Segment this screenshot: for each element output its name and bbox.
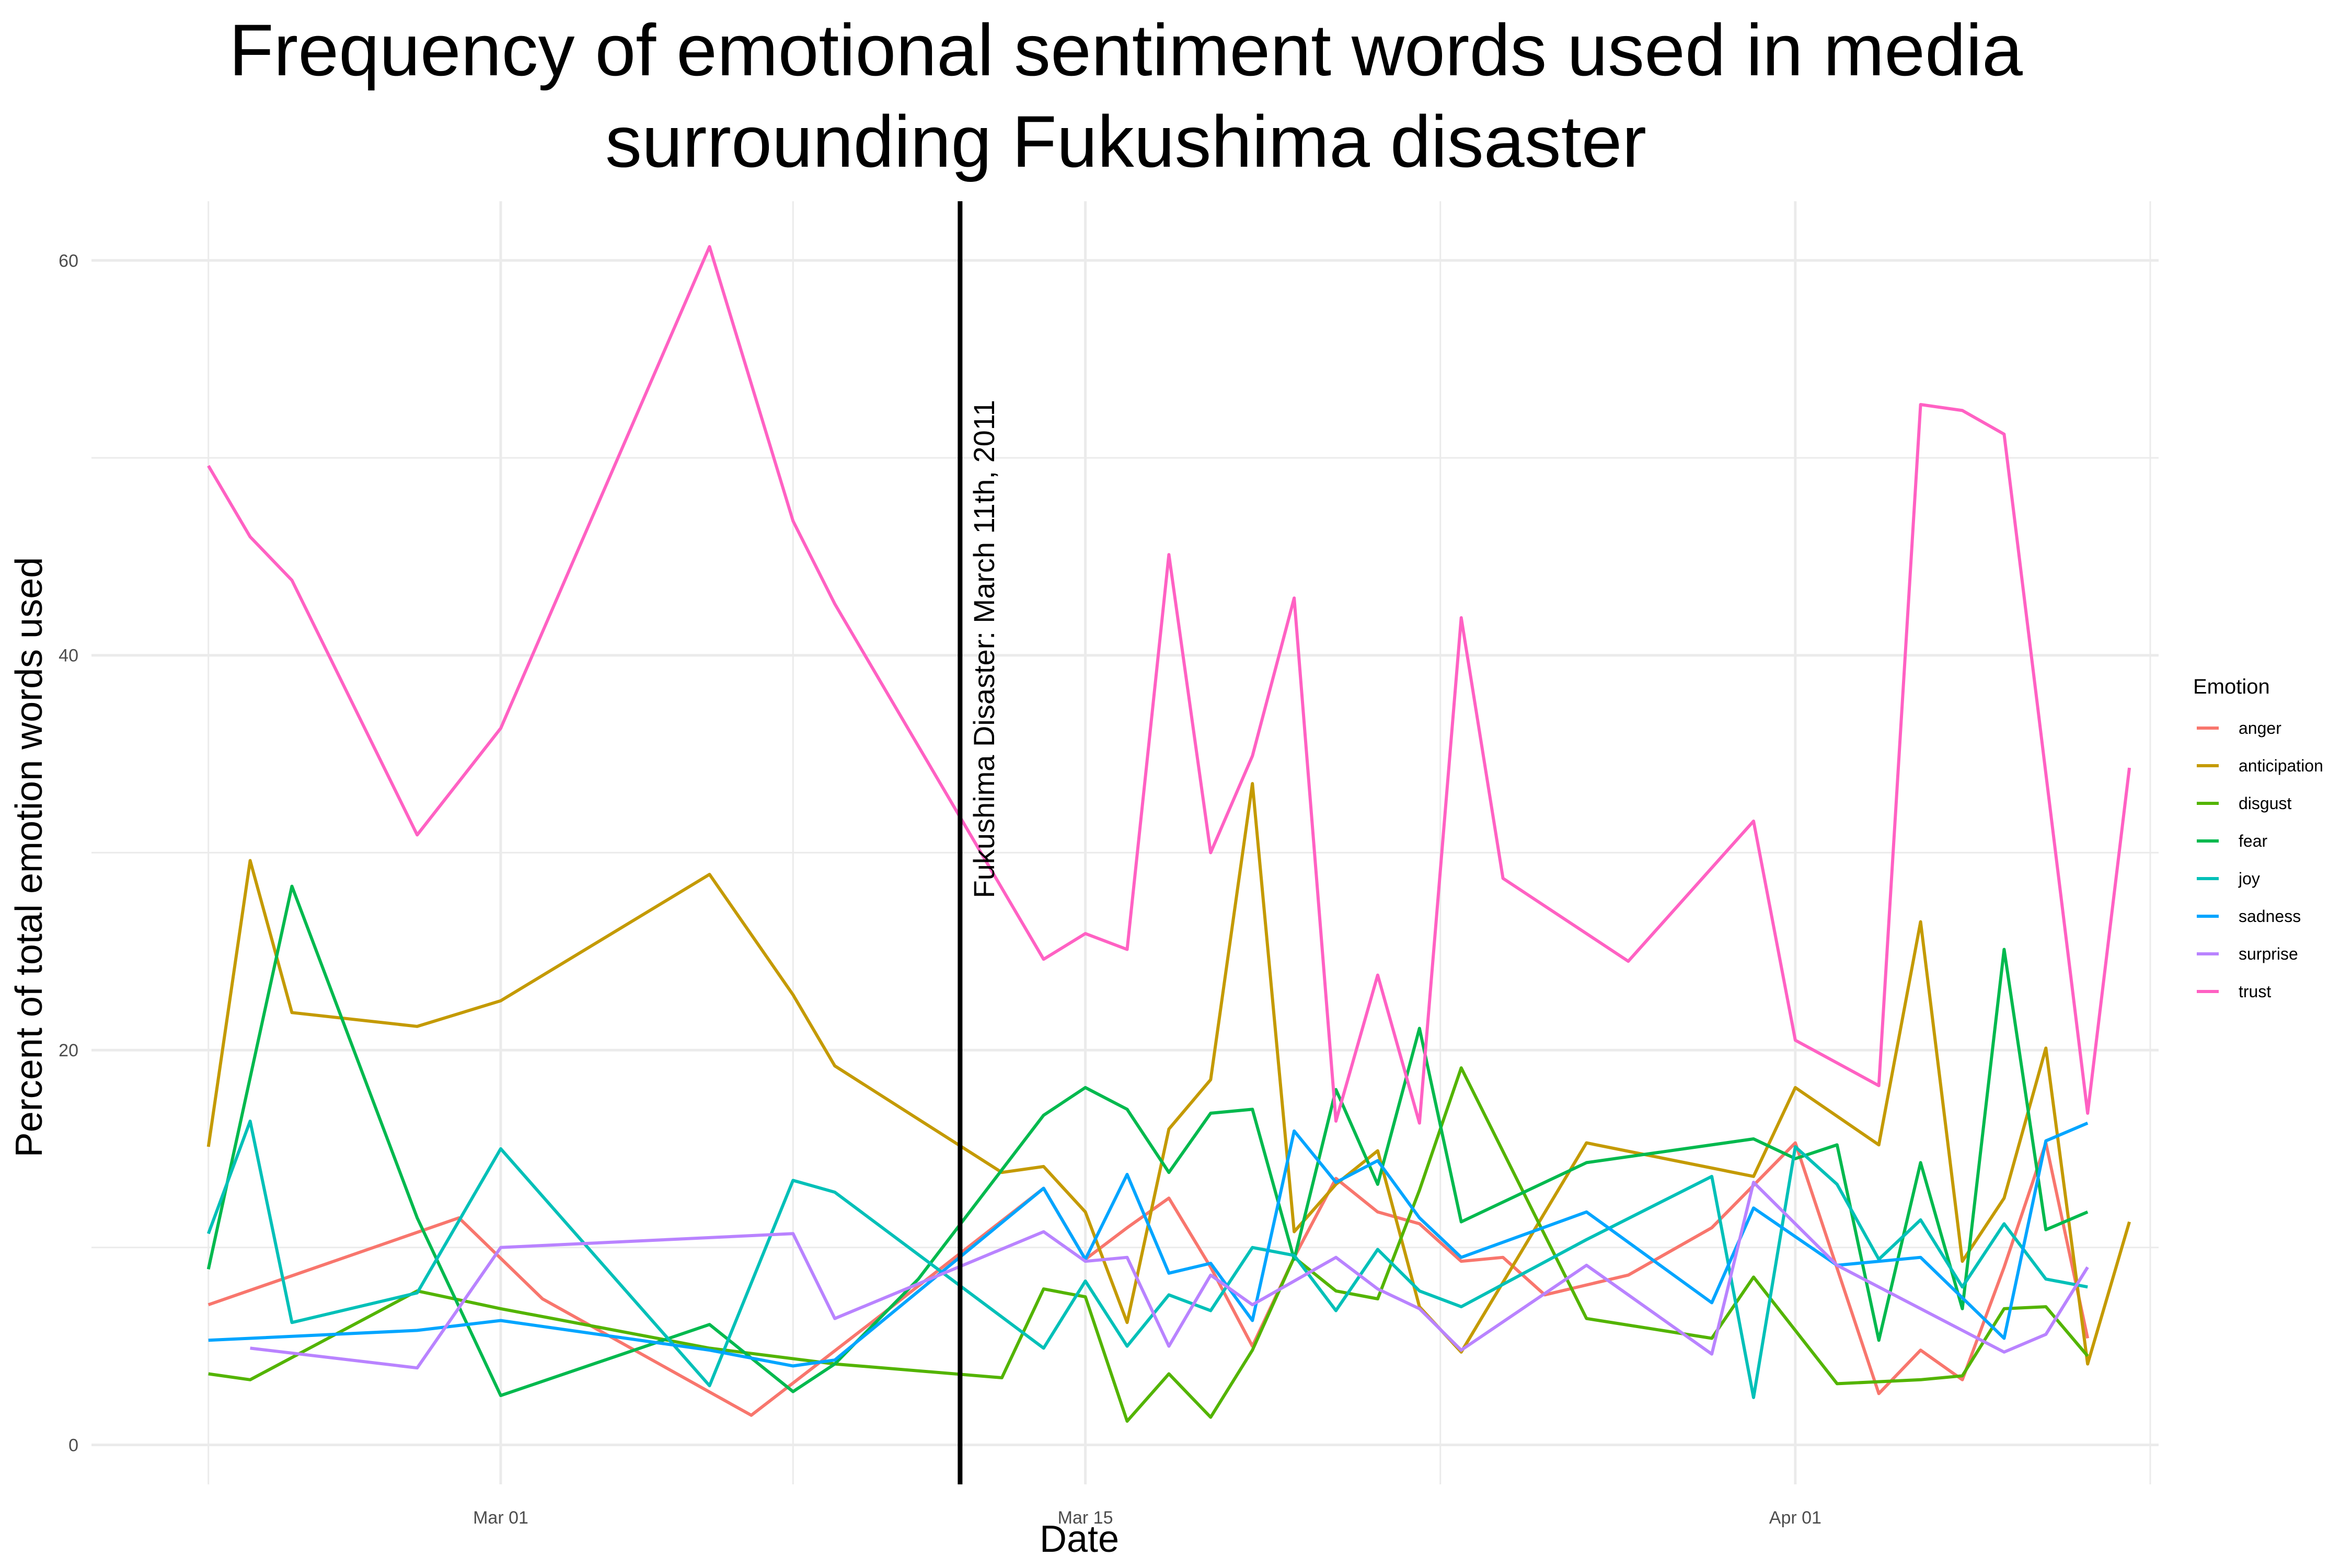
x-axis-title: Date xyxy=(1040,1518,1119,1560)
x-tick-label: Mar 15 xyxy=(1058,1508,1113,1528)
grid xyxy=(91,201,2159,1484)
series-line-sadness xyxy=(208,1122,2089,1368)
y-axis-title: Percent of total emotion words used xyxy=(8,557,50,1158)
y-tick-label: 0 xyxy=(68,1435,78,1455)
legend-label-trust: trust xyxy=(2239,982,2271,1001)
chart-title: Frequency of emotional sentiment words u… xyxy=(229,9,2023,182)
series-line-anticipation xyxy=(206,782,2131,1366)
axis-ticks: Mar 01 Mar 15 Apr 01 0 20 40 60 xyxy=(59,251,1821,1528)
y-tick-label: 20 xyxy=(59,1041,78,1060)
series-line-joy xyxy=(206,1120,2088,1399)
legend-label-fear: fear xyxy=(2239,832,2267,850)
legend-label-joy: joy xyxy=(2238,869,2260,888)
series-lines xyxy=(206,245,2131,1423)
chart-title-line-1: Frequency of emotional sentiment words u… xyxy=(229,9,2023,91)
y-tick-label: 40 xyxy=(59,646,78,666)
series-line-fear xyxy=(206,884,2089,1397)
x-tick-label: Apr 01 xyxy=(1769,1508,1821,1528)
legend-label-surprise: surprise xyxy=(2239,944,2298,963)
disaster-annotation: Fukushima Disaster: March 11th, 2011 xyxy=(958,201,1000,1484)
disaster-annotation-label: Fukushima Disaster: March 11th, 2011 xyxy=(967,400,1000,898)
legend: Emotion anger anticipation disgust fear joy s… xyxy=(2193,675,2323,1001)
legend-label-disgust: disgust xyxy=(2239,794,2292,813)
legend-label-anger: anger xyxy=(2239,719,2281,737)
legend-title: Emotion xyxy=(2193,675,2270,698)
legend-label-sadness: sadness xyxy=(2239,907,2301,926)
chart-title-line-2: surrounding Fukushima disaster xyxy=(605,100,1646,182)
series-line-surprise xyxy=(250,1181,2089,1370)
series-line-trust xyxy=(207,245,2131,1125)
legend-label-anticipation: anticipation xyxy=(2239,756,2323,775)
y-tick-label: 60 xyxy=(59,251,78,271)
legend-items: anger anticipation disgust fear joy sadness su… xyxy=(2197,719,2323,1001)
x-tick-label: Mar 01 xyxy=(473,1508,528,1528)
